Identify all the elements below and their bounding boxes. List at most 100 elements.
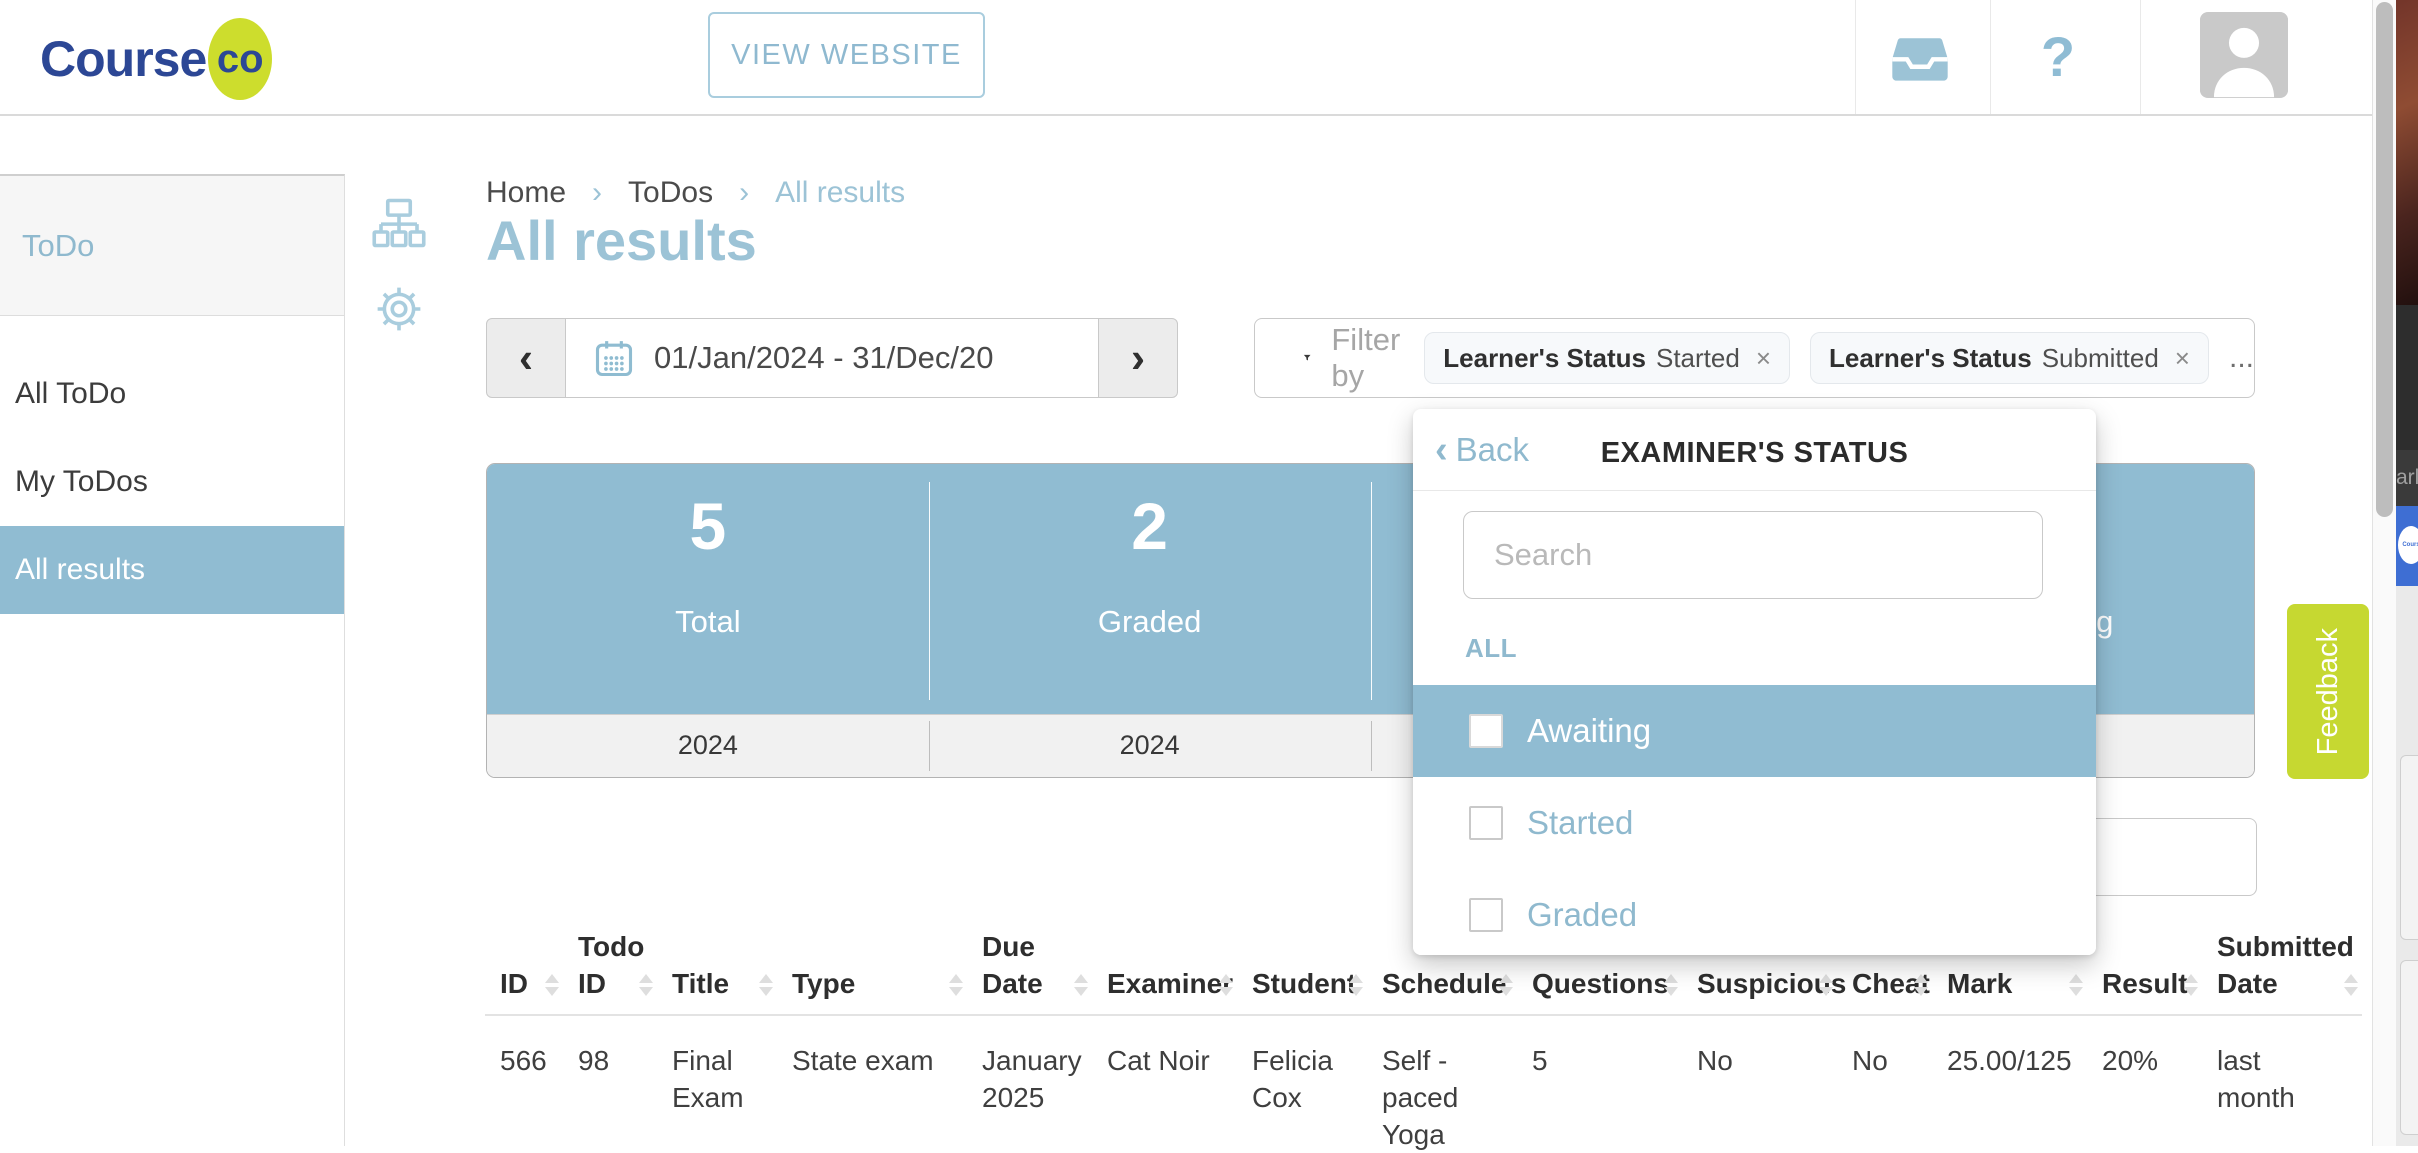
- cell-student: Felicia Cox: [1252, 1045, 1333, 1113]
- background-photo: [2396, 0, 2418, 305]
- sort-icon[interactable]: [1219, 974, 1233, 996]
- examiner-status-dropdown: ‹ Back EXAMINER'S STATUS ALL Awaiting St…: [1413, 409, 2096, 955]
- sort-icon[interactable]: [2184, 974, 2198, 996]
- sidebar-items: All ToDo My ToDos All results: [0, 350, 344, 614]
- date-range-value: 01/Jan/2024 - 31/Dec/20: [654, 340, 994, 375]
- sort-icon[interactable]: [759, 974, 773, 996]
- sort-icon[interactable]: [2344, 974, 2358, 996]
- cell-type: State exam: [792, 1045, 934, 1076]
- table-header-row: ID Todo ID Title Type Due Date Examiner …: [485, 920, 2362, 1016]
- column-header-student[interactable]: Student: [1237, 920, 1367, 1014]
- close-icon[interactable]: ×: [1755, 342, 1771, 373]
- option-started[interactable]: Started: [1413, 777, 2096, 869]
- column-header-questions[interactable]: Questions: [1517, 920, 1682, 1014]
- inbox-icon-glyph: [1892, 38, 1948, 81]
- breadcrumb-todos[interactable]: ToDos: [628, 176, 714, 209]
- column-header-due-date[interactable]: Due Date: [967, 920, 1092, 1014]
- column-header-submitted-date[interactable]: Submitted Date: [2202, 920, 2362, 1014]
- sitemap-icon[interactable]: [372, 196, 426, 255]
- logo-badge-text: co: [216, 36, 264, 81]
- sitemap-icon-glyph: [372, 198, 426, 248]
- cell-suspicious: No: [1697, 1045, 1733, 1076]
- date-next-button[interactable]: ›: [1098, 318, 1178, 398]
- column-header-todo-id[interactable]: Todo ID: [563, 920, 657, 1014]
- help-icon[interactable]: ?: [2040, 24, 2076, 88]
- sort-icon[interactable]: [545, 974, 559, 996]
- stat-divider: [1370, 482, 1372, 700]
- vertical-scrollbar[interactable]: [2372, 0, 2396, 1146]
- sort-icon[interactable]: [2069, 974, 2083, 996]
- sort-icon[interactable]: [1499, 974, 1513, 996]
- feedback-label: Feedback: [2311, 627, 2344, 756]
- inbox-icon[interactable]: [1884, 24, 1956, 92]
- header-divider: [1855, 0, 1856, 114]
- checkbox-started[interactable]: [1469, 806, 1503, 840]
- dropdown-title: EXAMINER'S STATUS: [1600, 437, 1909, 469]
- cell-submitted-date: last month: [2217, 1045, 2295, 1113]
- cell-mark: 25.00/125: [1947, 1045, 2072, 1076]
- column-header-result[interactable]: Result: [2087, 920, 2202, 1014]
- chip-value: Submitted: [2041, 342, 2159, 373]
- avatar-person-icon: [2200, 12, 2288, 98]
- sort-icon[interactable]: [949, 974, 963, 996]
- column-header-suspicious[interactable]: Suspicious: [1697, 967, 1847, 999]
- column-header-mark[interactable]: Mark: [1932, 920, 2087, 1014]
- filter-bar[interactable]: Filter by Learner's Status Started × Lea…: [1254, 318, 2255, 398]
- filter-chip-started[interactable]: Learner's Status Started ×: [1424, 332, 1790, 384]
- scrollbar-thumb[interactable]: [2376, 2, 2393, 517]
- date-prev-button[interactable]: ‹: [486, 318, 566, 398]
- background-logo-fragment: Cours: [2398, 526, 2418, 564]
- sidebar-item-all-results[interactable]: All results: [0, 526, 344, 614]
- sort-icon[interactable]: [639, 974, 653, 996]
- gear-icon[interactable]: [372, 282, 426, 341]
- filter-funnel-icon: [1303, 354, 1311, 361]
- back-button[interactable]: ‹ Back: [1435, 431, 1529, 469]
- checkbox-awaiting[interactable]: [1469, 714, 1503, 748]
- stat-total-year: 2024: [677, 730, 738, 760]
- chevron-left-icon: ‹: [1435, 429, 1448, 471]
- column-header-cheat[interactable]: Cheat: [1852, 967, 1930, 999]
- option-started-label: Started: [1527, 804, 1634, 841]
- background-light-area: [2396, 586, 2418, 1146]
- column-header-id[interactable]: ID: [485, 920, 563, 1014]
- option-awaiting[interactable]: Awaiting: [1413, 685, 2096, 777]
- sort-icon[interactable]: [1074, 974, 1088, 996]
- option-awaiting-label: Awaiting: [1527, 712, 1652, 749]
- table-row[interactable]: 566 98 Final Exam State exam January 202…: [485, 1016, 2362, 1153]
- date-range-field[interactable]: 01/Jan/2024 - 31/Dec/20: [566, 318, 1098, 398]
- background-window-edge: arl Cours: [2396, 0, 2418, 1146]
- column-header-schedule[interactable]: Schedule: [1367, 920, 1517, 1014]
- option-graded[interactable]: Graded: [1413, 869, 2096, 955]
- sidebar-item-all-todo[interactable]: All ToDo: [15, 377, 127, 410]
- view-website-button[interactable]: VIEW WEBSITE: [708, 12, 985, 98]
- column-header-examiner[interactable]: Examiner: [1107, 967, 1234, 999]
- dropdown-options: Awaiting Started Graded: [1413, 685, 2096, 955]
- dropdown-search-input[interactable]: [1463, 511, 2043, 599]
- background-dark-area: [2396, 305, 2418, 450]
- column-header-title[interactable]: Title: [657, 920, 777, 1014]
- chip-name: Learner's Status: [1829, 342, 2032, 373]
- background-nav-fragment: arl: [2396, 450, 2418, 506]
- sort-icon[interactable]: [1914, 974, 1928, 996]
- chevron-right-icon: ›: [739, 176, 750, 209]
- sort-icon[interactable]: [1349, 974, 1363, 996]
- sort-icon[interactable]: [1819, 974, 1833, 996]
- stat-divider: [928, 721, 930, 771]
- sidebar-section-title: ToDo: [0, 176, 344, 316]
- checkbox-graded[interactable]: [1469, 898, 1503, 932]
- filter-chip-submitted[interactable]: Learner's Status Submitted ×: [1810, 332, 2209, 384]
- sidebar-item-my-todos[interactable]: My ToDos: [15, 465, 148, 498]
- background-card-edge: [2400, 755, 2418, 940]
- close-icon[interactable]: ×: [2174, 342, 2190, 373]
- stat-divider: [1370, 721, 1372, 771]
- cell-result: 20%: [2102, 1045, 2159, 1076]
- breadcrumb-home[interactable]: Home: [486, 176, 567, 209]
- avatar[interactable]: [2200, 12, 2288, 98]
- results-table: ID Todo ID Title Type Due Date Examiner …: [485, 920, 2362, 1153]
- logo[interactable]: Course co: [40, 14, 273, 104]
- column-header-type[interactable]: Type: [777, 920, 967, 1014]
- feedback-button[interactable]: Feedback: [2287, 604, 2369, 779]
- stat-total: 5 Total: [487, 464, 929, 714]
- sort-icon[interactable]: [1664, 974, 1678, 996]
- chevron-right-icon: ›: [592, 176, 603, 209]
